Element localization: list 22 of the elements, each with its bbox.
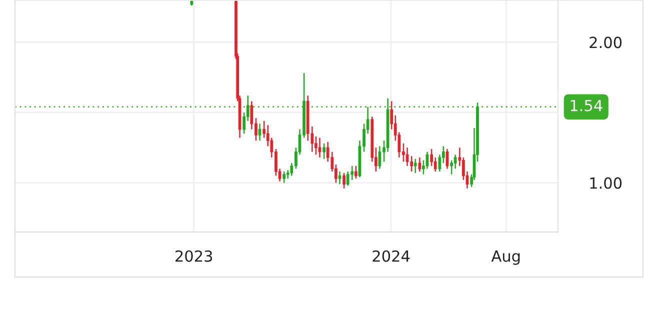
candlestick xyxy=(354,165,358,180)
candlestick xyxy=(446,148,449,170)
candlestick xyxy=(410,155,414,172)
candlestick xyxy=(322,142,326,160)
ref-line-label: 1.54 xyxy=(570,100,602,112)
x-tick-label: 2023 xyxy=(176,250,212,262)
candlestick xyxy=(434,156,437,172)
candlestick xyxy=(414,158,417,174)
candlestick xyxy=(438,154,442,172)
candlestick xyxy=(338,170,342,185)
y-tick-label: 2.00 xyxy=(590,36,622,48)
candlestick xyxy=(454,154,457,170)
candlestick xyxy=(378,146,382,170)
y-tick-label: 1.00 xyxy=(590,177,622,189)
candlestick xyxy=(342,172,346,190)
candlestick xyxy=(350,165,354,181)
candlestick xyxy=(426,151,429,170)
candlestick xyxy=(282,170,286,184)
x-tick-label: 2024 xyxy=(372,250,410,262)
x-tick-label: Aug xyxy=(491,250,520,265)
candlestick xyxy=(258,123,262,142)
candlestick xyxy=(346,170,350,186)
